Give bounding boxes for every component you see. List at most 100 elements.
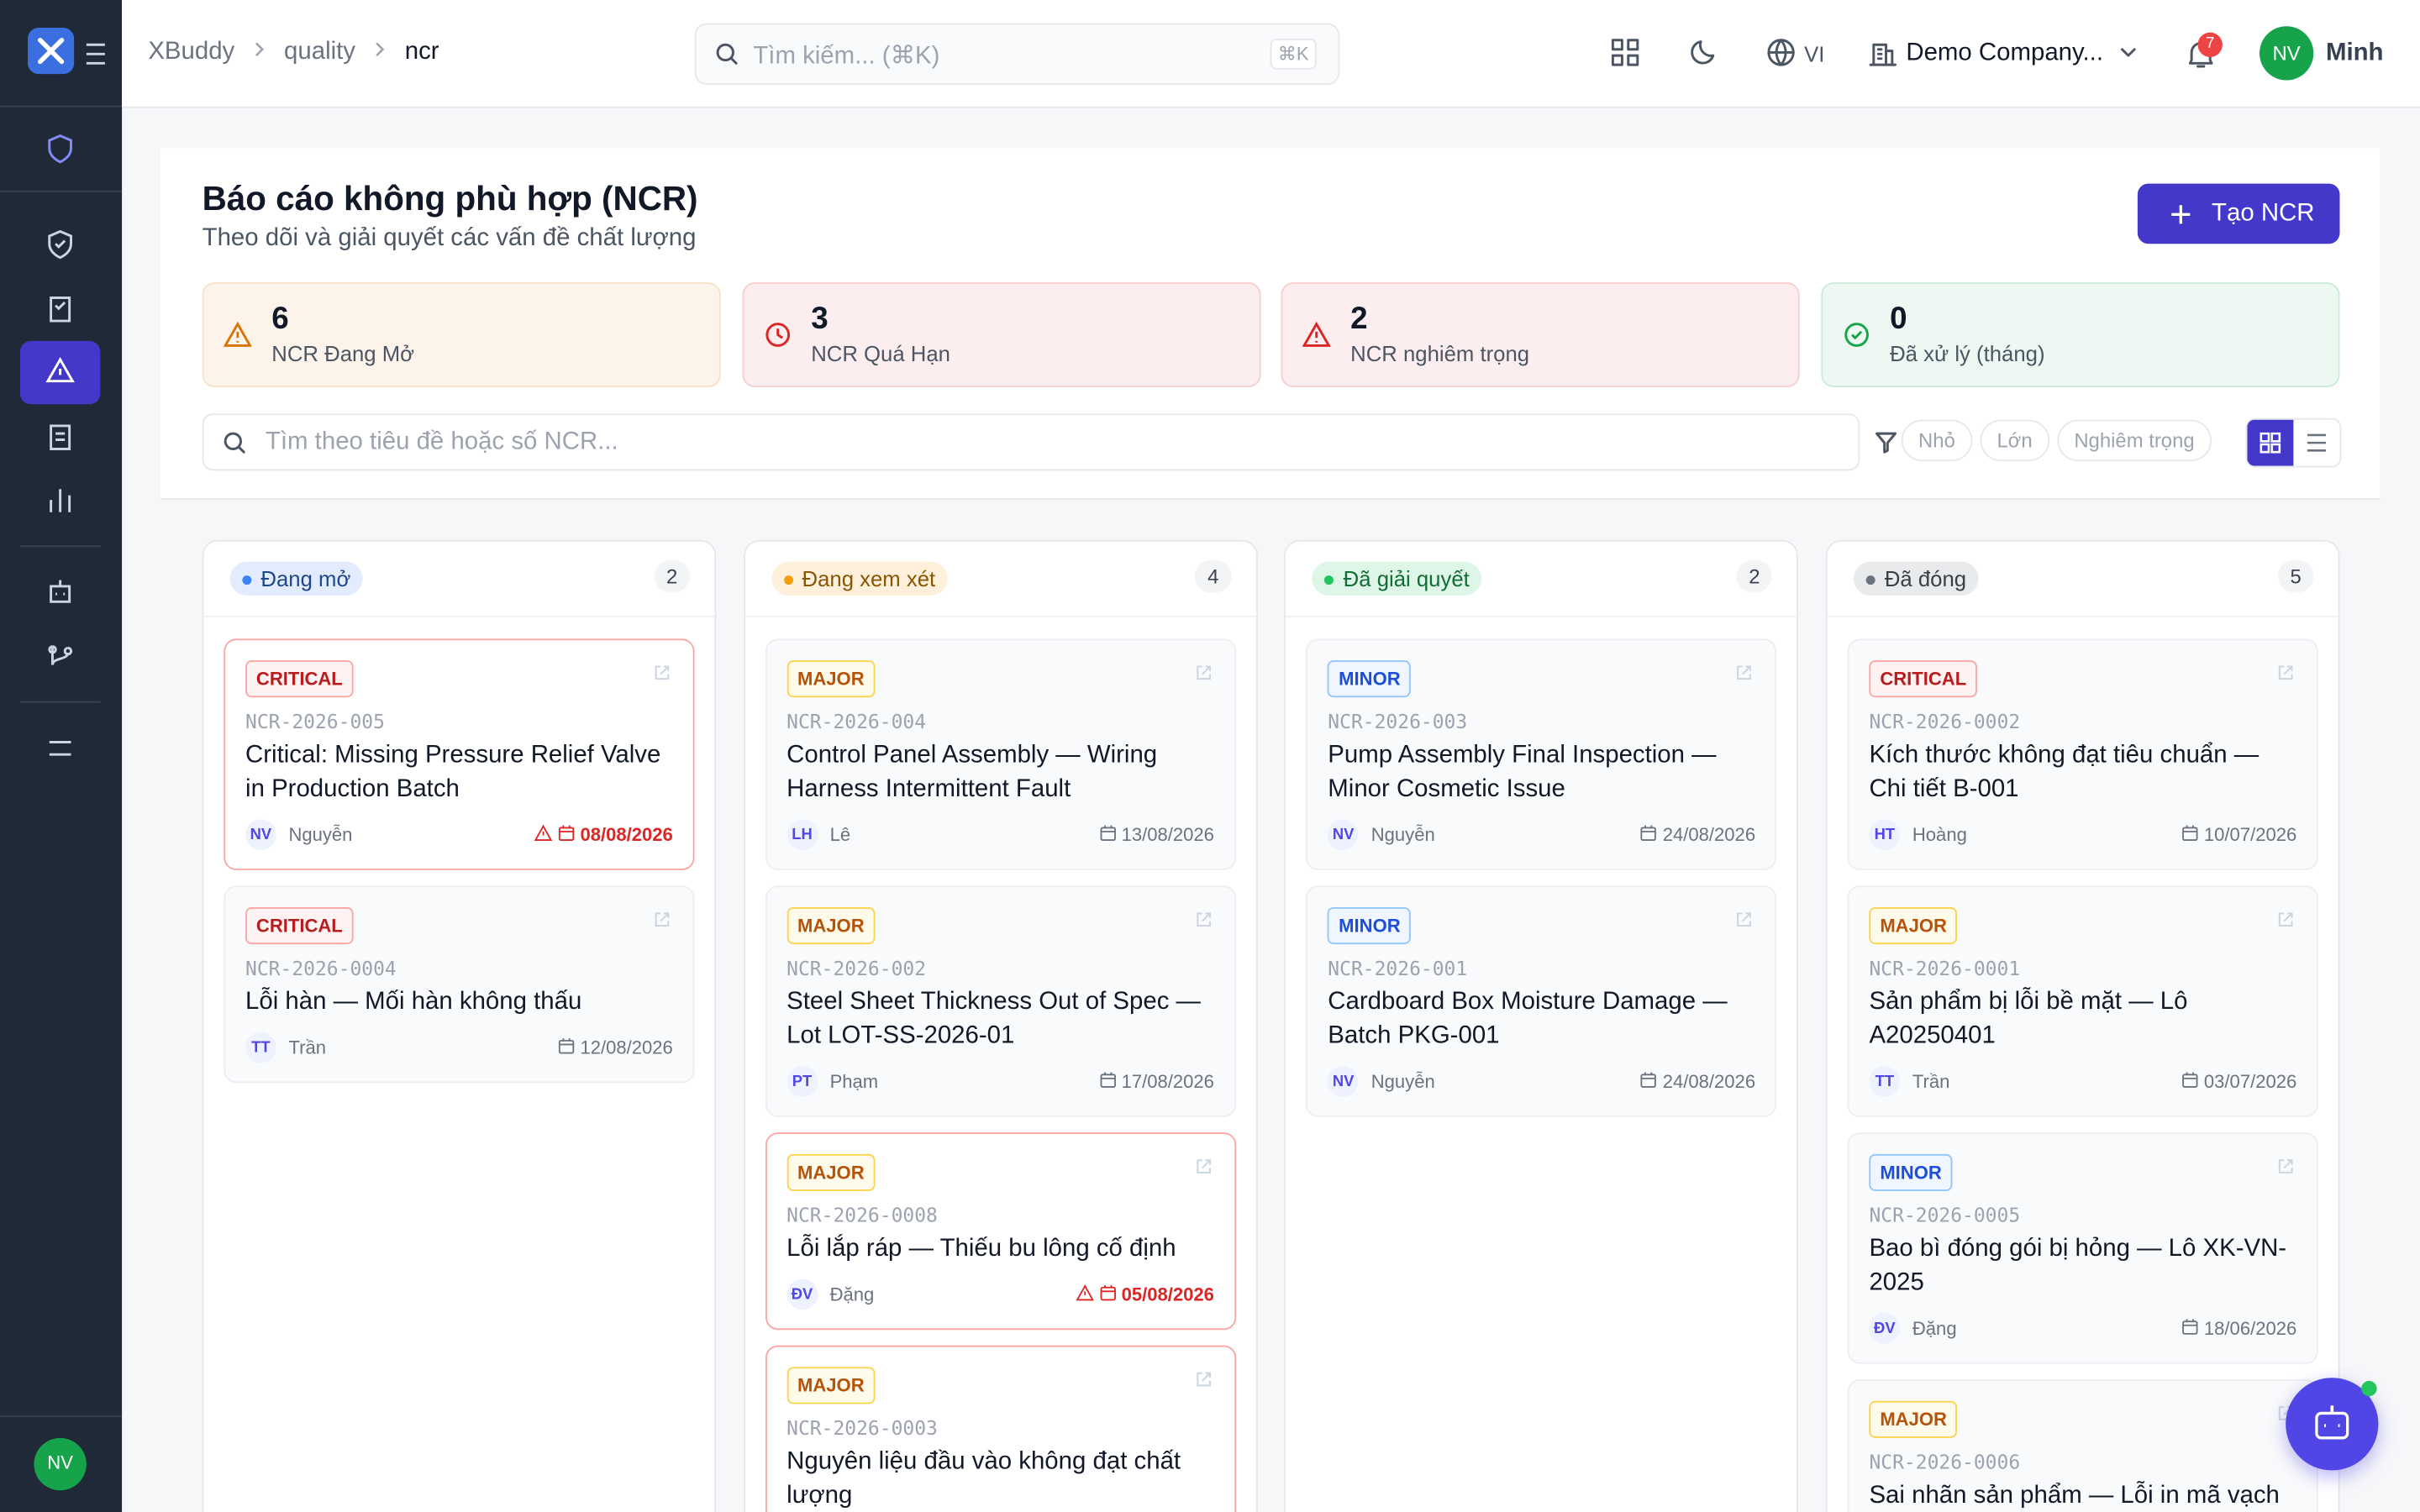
company[interactable]: Demo Company... bbox=[1906, 39, 2104, 66]
ncr-card[interactable]: MINOR NCR-2026-001 Cardboard Box Moisture … bbox=[1306, 885, 1777, 1117]
theme-icon[interactable] bbox=[1688, 37, 1719, 68]
external-icon bbox=[2279, 1159, 2293, 1173]
stat-value: 0 bbox=[1890, 302, 1907, 337]
ncr-id: NCR-2026-0005 bbox=[1869, 1203, 2021, 1227]
calendar-icon bbox=[2181, 1317, 2199, 1341]
external-icon bbox=[655, 665, 670, 680]
ncr-card[interactable]: CRITICAL NCR-2026-0002 Kích thước không đạ… bbox=[1847, 638, 2318, 870]
icon bbox=[1844, 323, 1869, 347]
card-list: MAJOR NCR-2026-004 Control Panel Assembly … bbox=[745, 617, 1256, 1512]
ncr-search[interactable]: Tìm theo tiêu đề hoặc số NCR... bbox=[202, 413, 1860, 471]
assignee-name: Hoàng bbox=[1912, 823, 1967, 846]
crumb[interactable]: quality bbox=[284, 38, 355, 66]
chevron bbox=[2121, 48, 2136, 57]
stat-card: 3 NCR Quá Hạn bbox=[741, 282, 1260, 388]
calendar-icon bbox=[2181, 823, 2199, 847]
open-link[interactable] bbox=[2276, 1156, 2295, 1184]
global-search[interactable]: Tìm kiếm... (⌘K) ⌘K bbox=[694, 23, 1340, 86]
open-link[interactable] bbox=[1194, 662, 1213, 690]
ncr-card[interactable]: MAJOR NCR-2026-002 Steel Sheet Thickness O… bbox=[765, 885, 1236, 1117]
ncr-id: NCR-2026-004 bbox=[786, 709, 927, 733]
card-footer: LH Lê 13/08/2026 bbox=[786, 819, 1214, 851]
column-header: Đang xem xét 4 bbox=[744, 542, 1256, 617]
open-link[interactable] bbox=[653, 662, 671, 690]
severity-badge: MAJOR bbox=[1869, 907, 1958, 945]
ncr-title: Sai nhãn sản phẩm — Lỗi in mã vạch bbox=[1869, 1483, 2280, 1509]
open-link[interactable] bbox=[2276, 662, 2295, 690]
due-date: 12/08/2026 bbox=[557, 1036, 673, 1059]
stat-value: 2 bbox=[1350, 302, 1368, 337]
severity-badge: MAJOR bbox=[786, 660, 876, 698]
icon bbox=[1075, 1284, 1094, 1300]
filter-chip[interactable]: Nghiêm trọng bbox=[2057, 419, 2212, 462]
icon bbox=[534, 823, 553, 841]
sidebar-avatar[interactable]: NV bbox=[47, 1452, 73, 1474]
assignee-avatar: TT bbox=[245, 1032, 276, 1063]
crumb-sep bbox=[371, 39, 389, 66]
calendar-icon bbox=[1098, 1070, 1117, 1094]
crumb[interactable]: XBuddy bbox=[148, 38, 235, 66]
filter-chip[interactable]: Lớn bbox=[1980, 419, 2049, 462]
overdue-icon bbox=[534, 823, 553, 847]
external-icon bbox=[1196, 665, 1211, 680]
assignee-name: Đặng bbox=[829, 1284, 875, 1305]
open-link[interactable] bbox=[1194, 1368, 1213, 1396]
severity-badge: CRITICAL bbox=[1869, 660, 1978, 698]
card-footer: NV Nguyễn 24/08/2026 bbox=[1328, 1066, 1755, 1097]
crumb[interactable]: ncr bbox=[404, 38, 439, 66]
column-title-text: Đã giải quyết bbox=[1343, 566, 1470, 591]
language[interactable]: VI bbox=[1804, 41, 1825, 66]
assistant-button[interactable] bbox=[2286, 1378, 2379, 1471]
assignee-name: Trần bbox=[288, 1037, 326, 1059]
due-text: 24/08/2026 bbox=[1662, 823, 1756, 846]
ncr-card[interactable]: MAJOR NCR-2026-0003 Nguyên liệu đầu vào kh… bbox=[765, 1345, 1236, 1512]
ncr-card[interactable]: MAJOR NCR-2026-0001 Sản phẩm bị lỗi bề mặt… bbox=[1847, 885, 2318, 1117]
create-button[interactable]: Tạo NCR bbox=[2137, 183, 2340, 244]
stat-label: NCR Đang Mở bbox=[271, 340, 415, 366]
ncr-card[interactable]: MAJOR NCR-2026-0008 Lỗi lắp ráp — Thiếu bu… bbox=[765, 1132, 1236, 1331]
open-link[interactable] bbox=[1735, 909, 1754, 937]
ncr-id: NCR-2026-0002 bbox=[1869, 709, 2021, 733]
column-title: Đã đóng bbox=[1854, 561, 1979, 596]
due-date: 03/07/2026 bbox=[2181, 1070, 2296, 1094]
assignee-avatar: TT bbox=[1869, 1066, 1901, 1097]
assignee-name: Trần bbox=[1912, 1070, 1950, 1093]
user-name[interactable]: Minh bbox=[2325, 39, 2384, 66]
ncr-card[interactable]: CRITICAL NCR-2026-0004 Lỗi hàn — Mối hàn k… bbox=[224, 885, 695, 1084]
open-link[interactable] bbox=[1194, 1156, 1213, 1184]
ncr-title: Lỗi hàn — Mối hàn không thấu bbox=[245, 989, 582, 1016]
ncr-card[interactable]: MINOR NCR-2026-0005 Bao bì đóng gói bị hỏn… bbox=[1847, 1132, 2318, 1364]
open-link[interactable] bbox=[1194, 909, 1213, 937]
kanban-column: Đã giải quyết 2 MINOR NCR-2026-003 Pump Asse… bbox=[1284, 539, 1799, 1512]
due-date: 10/07/2026 bbox=[2181, 823, 2296, 847]
column-title-text: Đang xem xét bbox=[802, 566, 936, 591]
filter-chip[interactable]: Nhỏ bbox=[1901, 419, 1973, 462]
ncr-title: Pump Assembly Final Inspection — Minor C… bbox=[1328, 742, 1717, 803]
language-icon[interactable] bbox=[1765, 37, 1797, 68]
ncr-card[interactable]: CRITICAL NCR-2026-005 Critical: Missing Pr… bbox=[224, 638, 695, 870]
assignee-name: Nguyễn bbox=[288, 823, 353, 846]
apps-icon[interactable] bbox=[1610, 37, 1641, 68]
plus-icon bbox=[2171, 205, 2191, 224]
ncr-id: NCR-2026-005 bbox=[245, 709, 385, 733]
card-footer: NV Nguyễn 08/08/2026 bbox=[245, 819, 673, 851]
icon bbox=[2182, 824, 2198, 841]
status-dot bbox=[1324, 575, 1334, 585]
icon bbox=[1302, 321, 1331, 347]
stat-icon bbox=[763, 321, 791, 356]
open-link[interactable] bbox=[1735, 662, 1754, 690]
ncr-card[interactable]: MAJOR NCR-2026-0006 Sai nhãn sản phẩm — Lỗ… bbox=[1847, 1379, 2318, 1512]
stat-value: 3 bbox=[811, 302, 829, 337]
view-icons[interactable] bbox=[2247, 419, 2339, 466]
ncr-title: Control Panel Assembly — Wiring Harness … bbox=[786, 742, 1158, 803]
ncr-card[interactable]: MAJOR NCR-2026-004 Control Panel Assembly … bbox=[765, 638, 1236, 870]
open-link[interactable] bbox=[2276, 909, 2295, 937]
card-footer: HT Hoàng 10/07/2026 bbox=[1869, 819, 2296, 851]
ncr-card[interactable]: MINOR NCR-2026-003 Pump Assembly Final Ins… bbox=[1306, 638, 1777, 870]
due-text: 24/08/2026 bbox=[1662, 1070, 1756, 1093]
open-link[interactable] bbox=[653, 909, 671, 937]
overdue-icon bbox=[1075, 1283, 1094, 1306]
due-text: 18/06/2026 bbox=[2203, 1317, 2297, 1340]
ncr-id: NCR-2026-003 bbox=[1328, 709, 1468, 733]
user-avatar[interactable]: NV bbox=[2259, 26, 2314, 81]
